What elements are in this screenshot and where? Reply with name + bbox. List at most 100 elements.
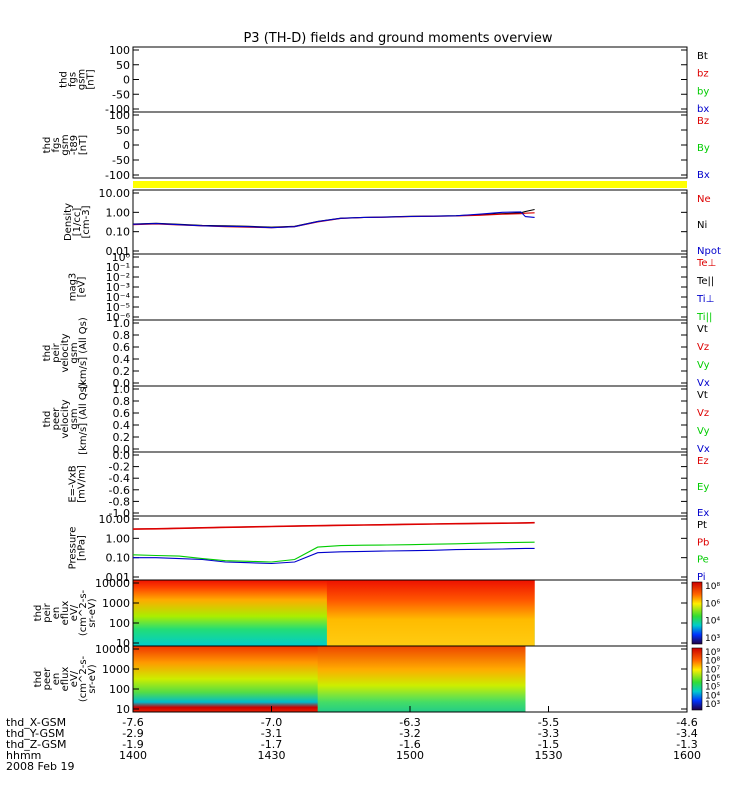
colorbar-tick-label: 10⁷	[705, 665, 720, 675]
panel-peer-velocity: 1.00.80.60.40.20.0 thdpeervelocitygsm[km/…	[42, 383, 710, 456]
panel-frame	[132, 515, 688, 581]
y-axis-label: E=-VxB	[68, 465, 79, 502]
y-tick-label: 0.2	[113, 365, 131, 378]
status-bar	[133, 181, 687, 188]
x-row-label: hhmm	[6, 749, 41, 762]
y-tick-label: 0	[123, 74, 130, 87]
y-tick-label: 0.4	[113, 353, 131, 366]
y-tick-label: 1.00	[106, 532, 131, 545]
y-axis-label: [km/s] (All Qs)	[78, 317, 89, 389]
x-row-value: 1430	[258, 749, 286, 762]
y-axis-label: sr-eV)	[87, 664, 98, 693]
y-tick-label: 1.0	[113, 317, 131, 330]
y-tick-label: 0.0	[113, 377, 131, 390]
y-tick-label: -50	[112, 154, 130, 167]
legend-entry: Ti⊥	[696, 294, 714, 305]
y-axis-label: en	[51, 607, 62, 620]
y-tick-label: 10⁻⁴	[106, 291, 131, 304]
colorbar-tick-label: 10⁹	[705, 648, 720, 658]
panel-frame	[132, 451, 688, 517]
colorbar	[691, 647, 703, 711]
colorbar-tick-label: 10⁴	[705, 617, 720, 627]
y-tick-label: 0.8	[113, 329, 131, 342]
legend-entry: bz	[697, 69, 709, 80]
y-axis-label: sr-eV)	[87, 598, 98, 627]
legend-entry: Pi	[697, 572, 706, 583]
y-axis-label: velocity	[60, 399, 71, 438]
series-Npot	[132, 211, 535, 229]
legend-entry: Pb	[697, 537, 709, 548]
y-tick-label: 0.10	[106, 226, 131, 239]
y-axis-label: eflux	[60, 667, 71, 692]
panel-pressure: 10.00 1.00 0.10 0.01 Pressure[nPa] Pt Pb Pe Pi	[68, 513, 710, 584]
legend-entry: Ti||	[696, 312, 712, 323]
y-tick-label: 100	[109, 617, 130, 630]
legend-entry: Npot	[697, 246, 721, 257]
y-axis-label: gsm	[69, 408, 80, 429]
x-row-value: -2.9	[122, 727, 143, 740]
panel-density: 10.00 1.00 0.10 0.01 Density[1/cc][cm-3] Ne Ni…	[63, 187, 721, 258]
y-tick-label: -0.2	[109, 461, 130, 474]
panel-peir-eflux: 10⁸ 10⁶ 10⁴ 10³ 10000 1000 100 10 thdpeireneflux…	[33, 577, 720, 650]
legend-entry: Bx	[697, 170, 710, 181]
legend-entry: Vx	[697, 378, 710, 389]
y-axis-label: gsm	[60, 134, 71, 155]
y-axis-label: Pressure	[68, 527, 79, 570]
x-axis-date: 2008 Feb 19	[6, 760, 74, 773]
y-tick-label: 10000	[95, 643, 130, 656]
y-axis-label: (cm^2-s-	[78, 589, 89, 636]
y-axis-label: thd	[42, 137, 53, 154]
panel-frame	[132, 189, 688, 255]
legend-entry: By	[697, 143, 710, 154]
y-tick-label: 0.01	[106, 245, 131, 258]
y-tick-label: 0.6	[113, 407, 131, 420]
y-axis-label: peer	[42, 667, 53, 691]
y-tick-label: 100	[109, 683, 130, 696]
spectrogram-image-right	[317, 646, 526, 712]
y-axis-label: [nT]	[78, 135, 89, 155]
x-row-value: -3.4	[676, 727, 697, 740]
legend-entry: by	[697, 86, 709, 97]
x-row-label: thd_Z-GSM	[6, 738, 66, 751]
y-tick-label: 1.00	[106, 206, 131, 219]
y-tick-label: 10⁰	[112, 251, 131, 264]
x-row-value: -3.2	[399, 727, 420, 740]
legend-entry: Pt	[697, 520, 707, 531]
legend-entry: Bt	[697, 51, 708, 62]
y-tick-label: 0	[123, 139, 130, 152]
y-tick-label: -50	[112, 88, 130, 101]
y-tick-label: 0.4	[113, 419, 131, 432]
y-axis-label: thd	[33, 671, 44, 688]
y-axis-label: (cm^2-s-	[78, 655, 89, 702]
x-row-value: -3.3	[538, 727, 559, 740]
legend-entry: Bz	[697, 116, 709, 127]
y-tick-label: -100	[105, 169, 130, 182]
x-row-value: -7.0	[261, 716, 282, 729]
y-tick-label: -100	[105, 103, 130, 116]
y-axis-label: peer	[51, 407, 62, 431]
x-row-value: -1.3	[676, 738, 697, 751]
y-tick-label: 0.0	[113, 443, 131, 456]
y-tick-label: 10⁻²	[106, 271, 130, 284]
y-axis-label: velocity	[60, 333, 71, 372]
x-row-value: -4.6	[676, 716, 697, 729]
y-tick-label: 1000	[102, 663, 130, 676]
y-axis-label: peir	[42, 602, 53, 622]
y-axis-label: thd	[42, 411, 53, 428]
x-row-value: 1530	[535, 749, 563, 762]
y-axis-label: gsm	[77, 69, 88, 90]
y-tick-label: 0.6	[113, 341, 131, 354]
legend-entry: Vz	[697, 342, 709, 353]
colorbar-tick-label: 10⁸	[705, 657, 720, 667]
y-tick-label: 1.0	[113, 383, 131, 396]
panel-frame	[132, 319, 688, 387]
panel-frame	[132, 253, 688, 321]
panel-frame	[132, 111, 688, 179]
series-Ni	[132, 208, 535, 228]
y-tick-label: 10⁻³	[106, 281, 130, 294]
panel-frame	[132, 46, 688, 113]
y-tick-label: -0.6	[109, 484, 130, 497]
